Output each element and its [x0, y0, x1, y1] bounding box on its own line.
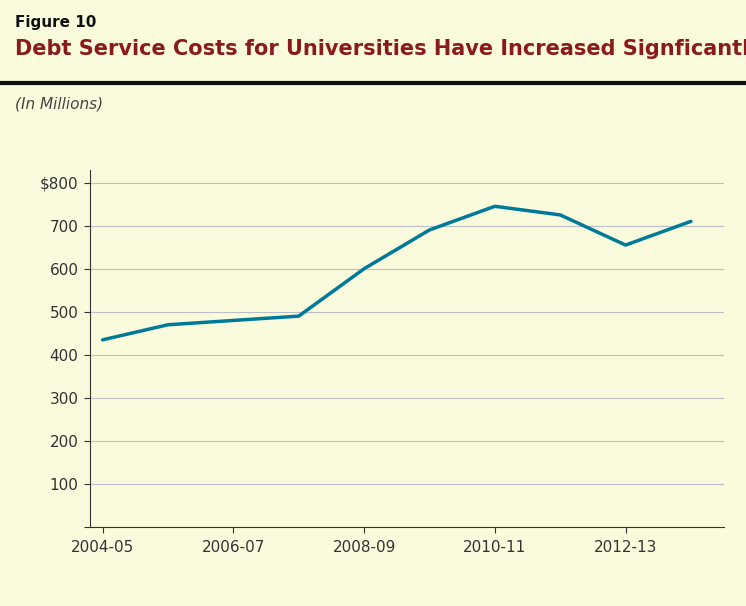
Text: Figure 10: Figure 10 — [15, 15, 96, 30]
Text: (In Millions): (In Millions) — [15, 97, 103, 112]
Text: Debt Service Costs for Universities Have Increased Signficantly: Debt Service Costs for Universities Have… — [15, 39, 746, 59]
